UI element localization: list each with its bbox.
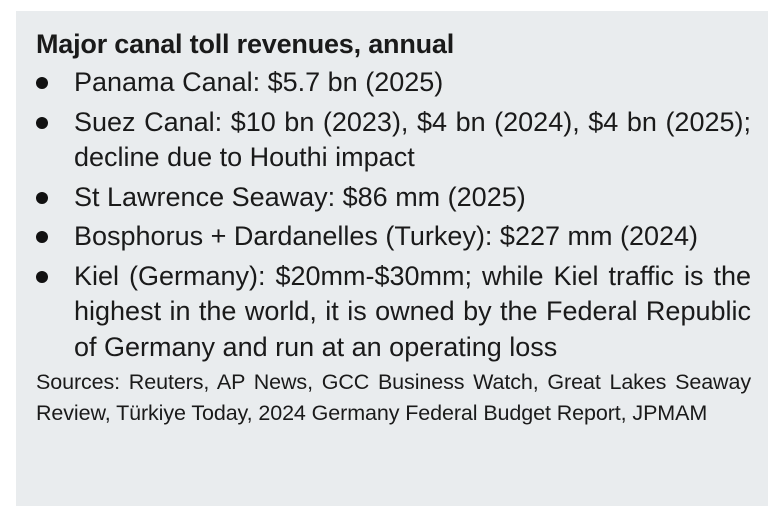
bullet-icon: [36, 116, 48, 129]
list-item-kiel: Kiel (Germany): $20mm-$30mm; while Kiel …: [36, 259, 751, 366]
revenue-list: Panama Canal: $5.7 bn (2025) Suez Canal:…: [36, 65, 751, 365]
list-item-text: Suez Canal: $10 bn (2023), $4 bn (2024),…: [74, 106, 751, 173]
list-item-text: Panama Canal: $5.7 bn (2025): [74, 67, 444, 97]
list-item-st-lawrence: St Lawrence Seaway: $86 mm (2025): [36, 180, 751, 216]
bullet-icon: [36, 191, 48, 204]
list-item-text: Bosphorus + Dardanelles (Turkey): $227 m…: [74, 221, 699, 251]
list-item-bosphorus: Bosphorus + Dardanelles (Turkey): $227 m…: [36, 219, 751, 255]
list-item-text: Kiel (Germany): $20mm-$30mm; while Kiel …: [74, 260, 751, 362]
list-item-panama: Panama Canal: $5.7 bn (2025): [36, 65, 751, 101]
list-item-text: St Lawrence Seaway: $86 mm (2025): [74, 181, 526, 212]
list-item-suez: Suez Canal: $10 bn (2023), $4 bn (2024),…: [36, 105, 751, 176]
canal-revenues-panel: Major canal toll revenues, annual Panama…: [16, 11, 768, 506]
panel-title: Major canal toll revenues, annual: [36, 29, 455, 59]
sources-note: Sources: Reuters, AP News, GCC Business …: [36, 370, 751, 425]
bullet-icon: [36, 270, 48, 283]
bullet-icon: [36, 231, 48, 243]
bullet-icon: [36, 77, 48, 89]
